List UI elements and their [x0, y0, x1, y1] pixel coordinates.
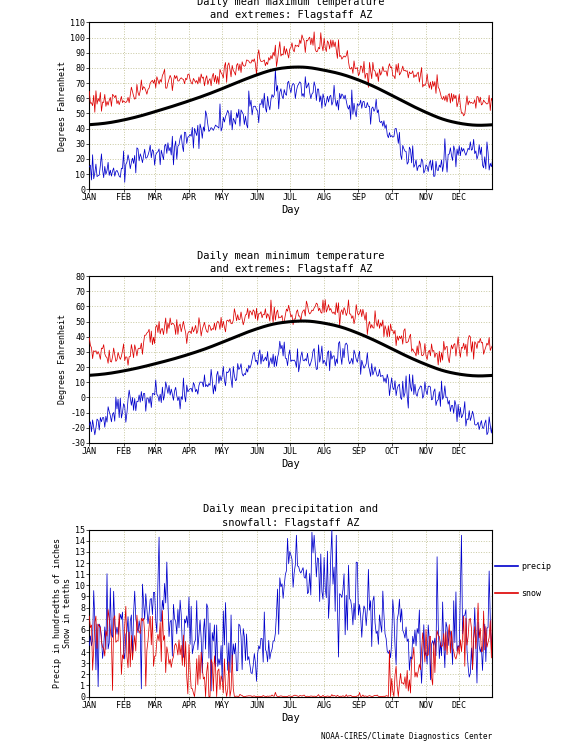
X-axis label: Day: Day — [282, 459, 300, 469]
X-axis label: Day: Day — [282, 712, 300, 723]
Title: Daily mean minimum temperature
and extremes: Flagstaff AZ: Daily mean minimum temperature and extre… — [197, 250, 385, 274]
Y-axis label: Precip in hundredths of inches
Snow in tenths: Precip in hundredths of inches Snow in t… — [53, 538, 73, 688]
Y-axis label: Degrees Fahrenheit: Degrees Fahrenheit — [58, 314, 67, 405]
Text: snow: snow — [521, 589, 541, 597]
Title: Daily mean maximum temperature
and extremes: Flagstaff AZ: Daily mean maximum temperature and extre… — [197, 0, 385, 20]
X-axis label: Day: Day — [282, 205, 300, 215]
Text: precip: precip — [521, 562, 551, 571]
Title: Daily mean precipitation and
snowfall: Flagstaff AZ: Daily mean precipitation and snowfall: F… — [203, 504, 378, 527]
Y-axis label: Degrees Fahrenheit: Degrees Fahrenheit — [58, 61, 67, 150]
Text: NOAA-CIRES/Climate Diagnostics Center: NOAA-CIRES/Climate Diagnostics Center — [321, 732, 492, 741]
